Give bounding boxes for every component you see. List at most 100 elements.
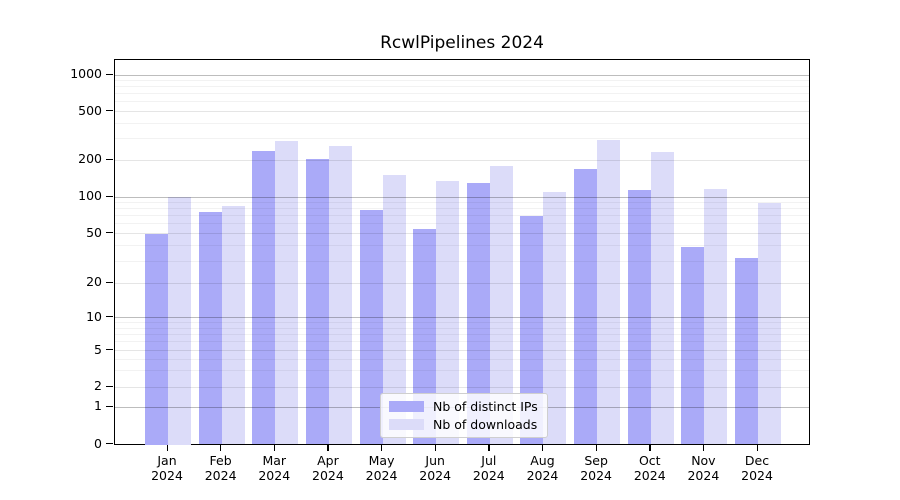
gridline-70 (115, 215, 809, 217)
gridline-700 (115, 93, 809, 95)
gridline-9 (115, 322, 809, 324)
x-tick-label-jun: Jun 2024 (419, 453, 452, 483)
gridline-20 (115, 282, 809, 284)
x-tick-label-feb: Feb 2024 (204, 453, 237, 483)
gridline-8 (115, 327, 809, 329)
y-tick-100 (106, 195, 113, 197)
gridline-600 (115, 101, 809, 103)
gridline-400 (115, 122, 809, 124)
gridline-800 (115, 86, 809, 88)
y-tick-500 (106, 110, 113, 112)
y-tick-label-100: 100 (78, 188, 102, 203)
x-tick-aug (541, 445, 544, 451)
x-tick-label-mar: Mar 2024 (258, 453, 291, 483)
legend-item-distinct-ips: Nb of distinct IPs (389, 399, 538, 414)
y-tick-label-200: 200 (78, 151, 102, 166)
x-tick-label-apr: Apr 2024 (312, 453, 344, 483)
gridline-3 (115, 370, 809, 372)
bar-downloads-feb (221, 205, 245, 445)
y-tick-2 (106, 385, 113, 387)
x-tick-label-aug: Aug 2024 (526, 453, 559, 483)
gridline-80 (115, 208, 809, 210)
x-tick-may (381, 445, 383, 451)
bar-distinct_ips-jul (466, 182, 490, 445)
y-tick-1000 (106, 73, 113, 75)
legend-swatch-downloads (389, 419, 424, 430)
bar-distinct_ips-aug (520, 215, 544, 445)
bar-downloads-aug (543, 191, 567, 445)
y-tick-5 (106, 349, 113, 351)
gridline-6 (115, 341, 809, 343)
bar-distinct_ips-mar (252, 151, 276, 445)
y-tick-1 (106, 405, 113, 407)
gridline-100 (115, 196, 809, 198)
x-tick-dec (756, 445, 758, 451)
bar-downloads-may (382, 175, 406, 445)
gridline-300 (115, 138, 809, 140)
y-tick-50 (106, 232, 113, 234)
bar-downloads-mar (275, 140, 299, 445)
y-tick-10 (106, 316, 113, 318)
y-tick-label-2: 2 (94, 378, 102, 393)
y-tick-0 (106, 443, 113, 445)
legend: Nb of distinct IPs Nb of downloads (380, 393, 548, 438)
gridline-30 (115, 260, 809, 262)
gridline-4 (115, 358, 809, 360)
legend-item-downloads: Nb of downloads (389, 417, 538, 432)
legend-swatch-distinct-ips (389, 401, 424, 412)
gridline-60 (115, 223, 809, 225)
x-tick-jun (434, 445, 436, 451)
gridline-2 (115, 386, 809, 388)
bar-distinct_ips-nov (681, 246, 705, 445)
gridline-40 (115, 245, 809, 247)
x-tick-label-jan: Jan 2024 (151, 453, 183, 483)
y-tick-20 (106, 281, 113, 283)
gridline-200 (115, 159, 809, 161)
gridline-1000 (115, 74, 809, 76)
gridline-900 (115, 80, 809, 82)
bar-distinct_ips-dec (735, 257, 759, 445)
bar-distinct_ips-oct (627, 189, 651, 445)
chart-title: RcwlPipelines 2024 (380, 33, 544, 53)
plot-area: Nb of distinct IPs Nb of downloads (114, 59, 810, 445)
y-tick-label-500: 500 (78, 102, 102, 118)
bar-distinct_ips-jan (145, 233, 168, 445)
legend-label-distinct-ips: Nb of distinct IPs (433, 399, 538, 414)
y-tick-200 (106, 158, 113, 160)
x-tick-label-may: May 2024 (365, 453, 398, 483)
y-tick-label-5: 5 (94, 341, 102, 357)
gridline-7 (115, 333, 809, 335)
y-tick-label-20: 20 (86, 274, 102, 289)
bar-downloads-nov (704, 188, 728, 445)
x-tick-label-oct: Oct 2024 (633, 453, 666, 483)
gridline-90 (115, 202, 809, 204)
gridline-500 (115, 111, 809, 112)
bar-distinct_ips-feb (198, 212, 222, 445)
gridline-10 (115, 317, 809, 318)
x-tick-nov (702, 445, 705, 451)
bar-distinct_ips-apr (305, 158, 329, 445)
bar-distinct_ips-sep (574, 168, 598, 445)
y-tick-label-1: 1 (94, 398, 102, 413)
bar-distinct_ips-may (359, 210, 383, 445)
x-tick-sep (595, 445, 597, 451)
y-tick-label-1000: 1000 (70, 66, 102, 81)
bar-downloads-sep (597, 139, 621, 445)
bar-distinct_ips-jun (413, 229, 437, 445)
gridline-5 (115, 350, 809, 351)
y-tick-label-10: 10 (86, 308, 102, 324)
legend-label-downloads: Nb of downloads (433, 417, 538, 432)
y-tick-label-50: 50 (86, 224, 102, 240)
x-tick-oct (649, 445, 651, 451)
x-tick-jan (166, 445, 168, 451)
x-tick-apr (327, 445, 329, 451)
bar-downloads-oct (650, 152, 674, 445)
bar-downloads-apr (328, 146, 352, 445)
y-tick-label-0: 0 (94, 435, 102, 451)
x-tick-feb (220, 445, 222, 451)
x-tick-label-sep: Sep 2024 (580, 453, 613, 483)
x-tick-jul (488, 445, 490, 451)
bar-downloads-jan (168, 197, 191, 445)
gridline-50 (115, 233, 809, 234)
